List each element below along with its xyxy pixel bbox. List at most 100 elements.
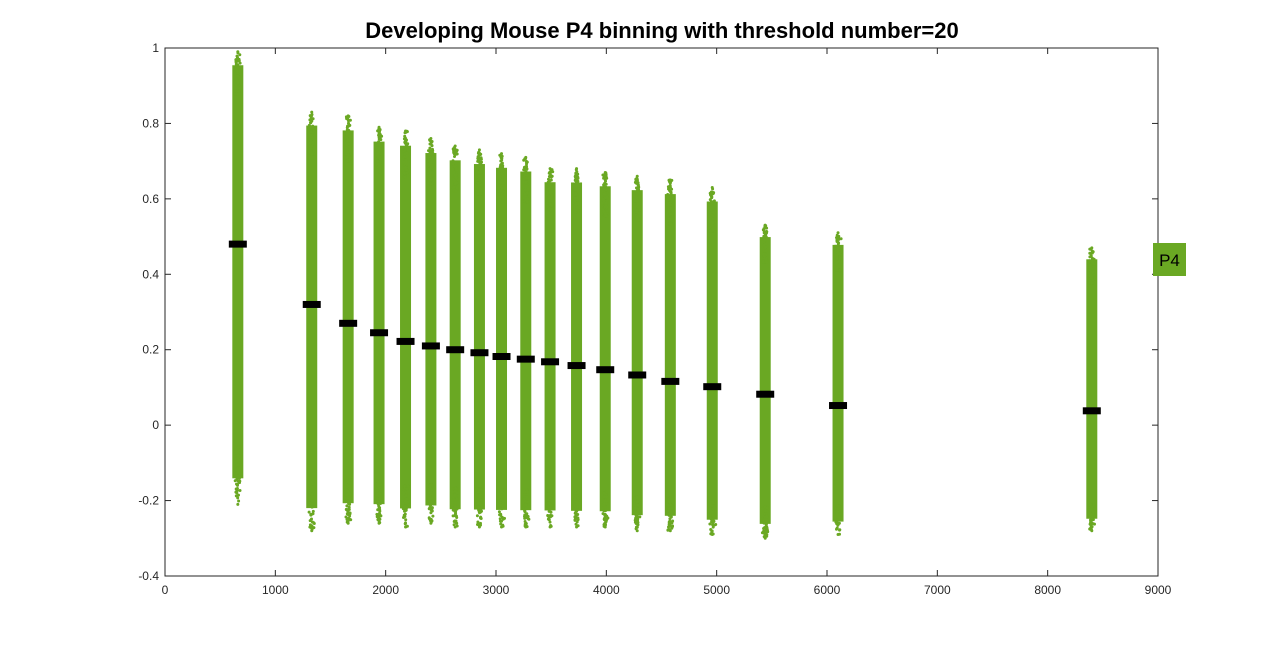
data-point (499, 512, 503, 516)
data-point (667, 509, 671, 513)
data-point (638, 515, 642, 519)
data-point (499, 522, 503, 526)
data-point (711, 522, 715, 526)
data-point (377, 164, 381, 168)
data-point (549, 175, 553, 179)
data-point (573, 188, 577, 192)
data-point-min (236, 502, 240, 506)
data-point (765, 260, 769, 264)
data-point (836, 246, 840, 250)
data-point (347, 508, 351, 511)
data-point (430, 488, 434, 492)
data-point (666, 503, 670, 507)
data-point (762, 521, 766, 525)
points-layer (232, 50, 1098, 540)
bin-mean-marker (516, 355, 535, 363)
data-point (376, 502, 380, 506)
data-point (450, 490, 454, 494)
data-point (1088, 255, 1092, 259)
data-point (635, 177, 639, 181)
data-point (636, 184, 640, 187)
data-point (1089, 508, 1093, 512)
data-point (712, 520, 716, 523)
data-point (454, 167, 458, 170)
data-point (839, 246, 843, 250)
data-point (454, 175, 458, 179)
data-point (634, 192, 638, 195)
data-point (603, 512, 607, 516)
data-point (308, 519, 312, 523)
data-point (525, 200, 529, 204)
x-tick-label: 3000 (483, 583, 510, 597)
bin-points-core (400, 145, 412, 509)
bin-points-core (1086, 259, 1098, 519)
data-point (378, 492, 382, 496)
bin-points-core (706, 201, 718, 520)
data-point (548, 506, 552, 510)
data-point (669, 192, 673, 196)
data-point (403, 148, 407, 152)
data-point (602, 187, 606, 191)
data-point (574, 192, 578, 196)
data-point (709, 208, 713, 212)
data-point (523, 188, 527, 192)
data-point-max (575, 167, 579, 171)
data-point (376, 484, 380, 487)
data-point-min (763, 536, 767, 540)
data-point (380, 151, 384, 155)
bin-points-core (832, 244, 844, 522)
data-point (311, 140, 315, 144)
data-point (525, 495, 529, 499)
data-point (666, 193, 670, 196)
data-point (454, 152, 458, 156)
data-point (347, 123, 351, 127)
data-point (708, 522, 712, 526)
data-point (575, 182, 579, 186)
data-point (427, 149, 430, 153)
data-point (575, 205, 578, 209)
data-point (838, 263, 841, 266)
x-tick-label: 1000 (262, 583, 289, 597)
bin-points-core (664, 194, 676, 516)
data-point (310, 485, 314, 489)
data-point (236, 470, 240, 474)
data-point (710, 224, 714, 227)
data-point (835, 512, 839, 515)
data-point (478, 168, 482, 172)
bin-points-core (544, 182, 556, 511)
data-point (603, 212, 607, 216)
data-point (711, 228, 715, 232)
bin-mean-marker (756, 390, 775, 398)
data-point (499, 498, 503, 502)
data-point-max (236, 50, 240, 54)
data-point (1091, 522, 1095, 526)
data-point (347, 119, 350, 123)
data-point (348, 514, 352, 518)
data-point (524, 180, 528, 184)
data-point (429, 160, 433, 164)
data-point (478, 161, 482, 165)
data-point (452, 185, 456, 189)
data-point (712, 199, 716, 203)
data-point (638, 208, 642, 212)
data-point (478, 186, 482, 190)
data-point (237, 59, 241, 63)
x-tick-label: 4000 (593, 583, 620, 597)
data-point (233, 457, 237, 461)
bin-points-core (342, 130, 354, 504)
data-point (521, 200, 524, 204)
data-point (525, 167, 529, 171)
bin-points-core (571, 182, 583, 511)
data-point (378, 497, 382, 501)
data-point (576, 496, 580, 500)
data-point (455, 507, 459, 511)
data-point (311, 509, 315, 513)
data-point (234, 63, 238, 67)
data-point (525, 191, 529, 195)
data-point-max (763, 223, 767, 227)
data-point (838, 257, 842, 261)
data-point (524, 198, 528, 202)
data-point (347, 502, 351, 506)
data-point (522, 177, 526, 181)
data-point (500, 158, 504, 162)
